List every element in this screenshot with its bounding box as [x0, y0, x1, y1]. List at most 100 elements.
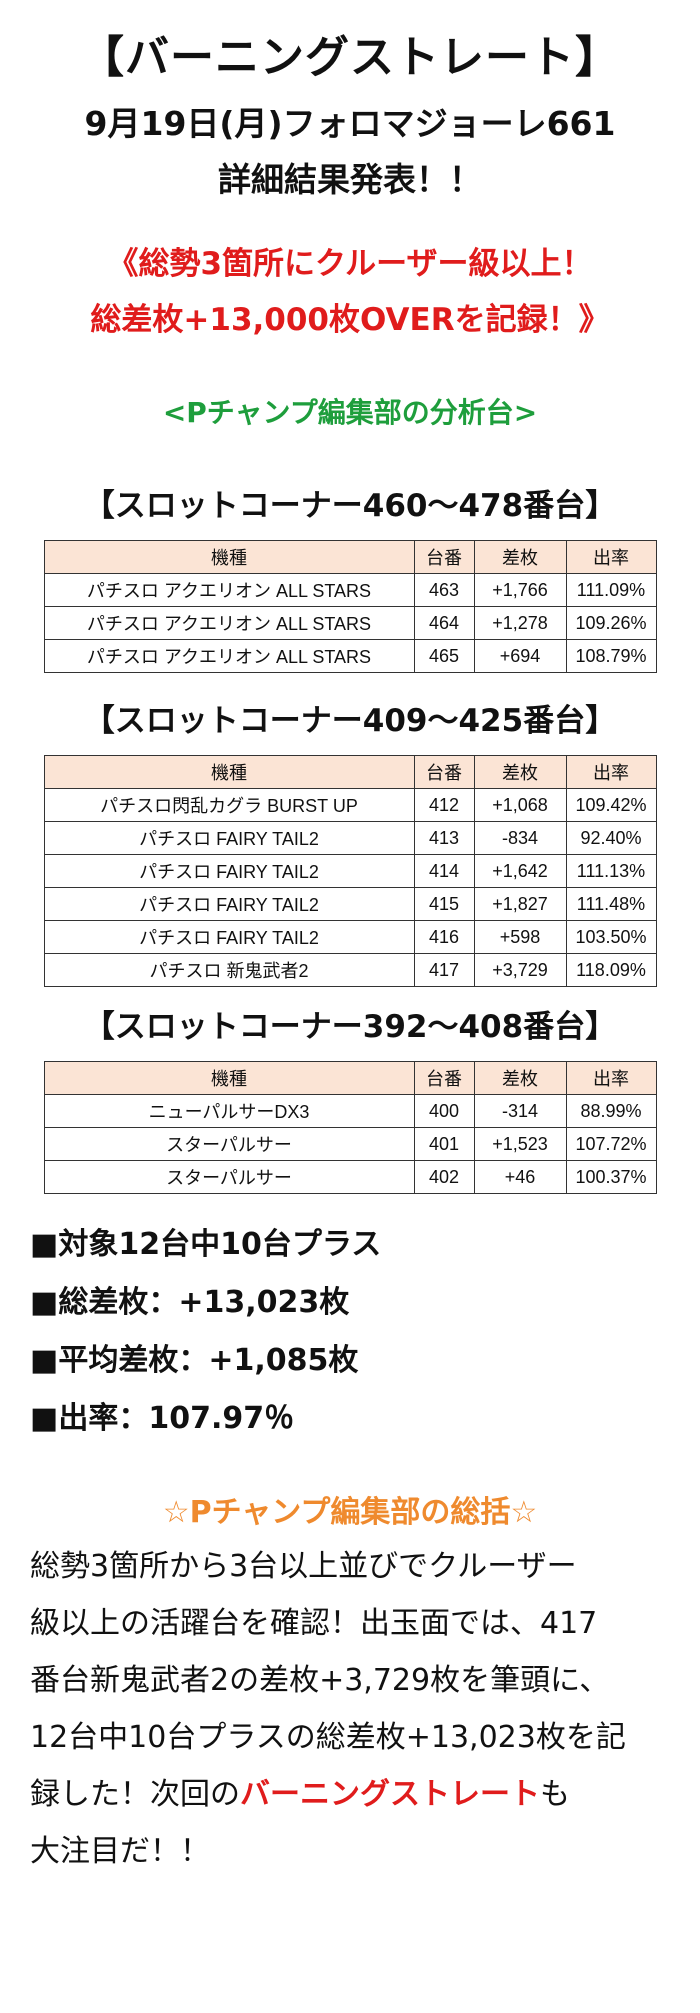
table-row: パチスロ アクエリオン ALL STARS 463 +1,766 111.09% — [43, 573, 657, 607]
col-diff: 差枚 — [473, 755, 567, 789]
summary-line: 12台中10台プラスの総差枚+13,023枚を記 — [30, 1720, 626, 1755]
payout-rate: 107.72% — [565, 1127, 657, 1161]
payout-rate: 92.40% — [565, 821, 657, 855]
summary-line: 録した！次回のバーニングストレートも — [30, 1766, 680, 1823]
payout-rate: 100.37% — [565, 1160, 657, 1194]
table-row: パチスロ FAIRY TAIL2 416 +598 103.50% — [43, 920, 657, 954]
table-row: パチスロ 新鬼武者2 417 +3,729 118.09% — [43, 953, 657, 987]
machine-name: パチスロ アクエリオン ALL STARS — [43, 606, 415, 640]
col-number: 台番 — [413, 540, 475, 574]
machine-name: パチスロ FAIRY TAIL2 — [43, 854, 415, 888]
summary-title: ☆Pチャンプ編集部の総括☆ — [162, 1495, 538, 1530]
table-row: スターパルサー 402 +46 100.37% — [43, 1160, 657, 1194]
machine-name: スターパルサー — [43, 1160, 415, 1194]
machine-number: 417 — [413, 953, 475, 987]
coin-diff: +1,278 — [473, 606, 567, 640]
coin-diff: -834 — [473, 821, 567, 855]
col-rate: 出率 — [565, 540, 657, 574]
machine-number: 413 — [413, 821, 475, 855]
table-row: パチスロ閃乱カグラ BURST UP 412 +1,068 109.42% — [43, 788, 657, 822]
col-diff: 差枚 — [473, 1061, 567, 1095]
payout-rate: 108.79% — [565, 639, 657, 673]
machine-number: 465 — [413, 639, 475, 673]
stat-payout-rate: ■出率：107.97％ — [30, 1401, 295, 1436]
section-title-409-425: 【スロットコーナー409～425番台】 — [83, 703, 617, 739]
col-machine: 機種 — [43, 755, 415, 789]
coin-diff: +1,827 — [473, 887, 567, 921]
machine-number: 415 — [413, 887, 475, 921]
payout-rate: 109.26% — [565, 606, 657, 640]
payout-rate: 118.09% — [565, 953, 657, 987]
coin-diff: +46 — [473, 1160, 567, 1194]
machine-number: 412 — [413, 788, 475, 822]
machine-number: 401 — [413, 1127, 475, 1161]
coin-diff: +1,523 — [473, 1127, 567, 1161]
summary-highlight: バーニングストレート — [240, 1777, 540, 1812]
stat-plus-count: ■対象12台中10台プラス — [30, 1227, 382, 1262]
table-row: パチスロ アクエリオン ALL STARS 465 +694 108.79% — [43, 639, 657, 673]
summary-text-pre: 録した！次回の — [30, 1777, 240, 1812]
machine-name: パチスロ 新鬼武者2 — [43, 953, 415, 987]
payout-rate: 88.99% — [565, 1094, 657, 1128]
headline-line-2: 総差枚+13,000枚OVERを記録！》 — [90, 302, 610, 338]
payout-rate: 111.13% — [565, 854, 657, 888]
table-header-row: 機種 台番 差枚 出率 — [43, 755, 657, 789]
table-row: パチスロ FAIRY TAIL2 414 +1,642 111.13% — [43, 854, 657, 888]
payout-rate: 109.42% — [565, 788, 657, 822]
machine-name: パチスロ アクエリオン ALL STARS — [43, 573, 415, 607]
col-number: 台番 — [413, 1061, 475, 1095]
summary-line: 総勢3箇所から3台以上並びでクルーザー — [30, 1549, 577, 1584]
stat-total-diff: ■総差枚：+13,023枚 — [30, 1285, 350, 1320]
machine-name: パチスロ FAIRY TAIL2 — [43, 887, 415, 921]
coin-diff: +598 — [473, 920, 567, 954]
stats-block: ■対象12台中10台プラス ■総差枚：+13,023枚 ■平均差枚：+1,085… — [30, 1216, 700, 1448]
machine-number: 400 — [413, 1094, 475, 1128]
table-row: パチスロ FAIRY TAIL2 415 +1,827 111.48% — [43, 887, 657, 921]
col-diff: 差枚 — [473, 540, 567, 574]
table-row: パチスロ FAIRY TAIL2 413 -834 92.40% — [43, 821, 657, 855]
coin-diff: -314 — [473, 1094, 567, 1128]
results-table-409-425: 機種 台番 差枚 出率 パチスロ閃乱カグラ BURST UP 412 +1,06… — [43, 755, 657, 987]
payout-rate: 103.50% — [565, 920, 657, 954]
machine-name: パチスロ閃乱カグラ BURST UP — [43, 788, 415, 822]
event-subtitle: 9月19日(月)フォロマジョーレ661 — [84, 104, 616, 143]
summary-line: 級以上の活躍台を確認！出玉面では、417 — [30, 1606, 598, 1641]
summary-text-post: も — [540, 1777, 570, 1812]
headline-line-1: 《総勢3箇所にクルーザー級以上！ — [107, 246, 593, 282]
results-table-392-408: 機種 台番 差枚 出率 ニューパルサーDX3 400 -314 88.99% ス… — [43, 1061, 657, 1194]
table-row: スターパルサー 401 +1,523 107.72% — [43, 1127, 657, 1161]
section-title-460-478: 【スロットコーナー460～478番台】 — [83, 488, 617, 524]
table-row: ニューパルサーDX3 400 -314 88.99% — [43, 1094, 657, 1128]
coin-diff: +1,068 — [473, 788, 567, 822]
page-title: 【バーニングストレート】 — [80, 32, 620, 83]
summary-text: 総勢3箇所から3台以上並びでクルーザー 級以上の活躍台を確認！出玉面では、417… — [30, 1538, 680, 1880]
coin-diff: +1,766 — [473, 573, 567, 607]
machine-name: スターパルサー — [43, 1127, 415, 1161]
col-machine: 機種 — [43, 1061, 415, 1095]
machine-number: 463 — [413, 573, 475, 607]
payout-rate: 111.48% — [565, 887, 657, 921]
machine-name: パチスロ アクエリオン ALL STARS — [43, 639, 415, 673]
machine-name: ニューパルサーDX3 — [43, 1094, 415, 1128]
table-row: パチスロ アクエリオン ALL STARS 464 +1,278 109.26% — [43, 606, 657, 640]
col-rate: 出率 — [565, 1061, 657, 1095]
analysis-label: <Pチャンプ編集部の分析台> — [162, 396, 538, 429]
coin-diff: +3,729 — [473, 953, 567, 987]
coin-diff: +1,642 — [473, 854, 567, 888]
results-table-460-478: 機種 台番 差枚 出率 パチスロ アクエリオン ALL STARS 463 +1… — [43, 540, 657, 673]
machine-name: パチスロ FAIRY TAIL2 — [43, 821, 415, 855]
machine-name: パチスロ FAIRY TAIL2 — [43, 920, 415, 954]
table-header-row: 機種 台番 差枚 出率 — [43, 540, 657, 574]
headline: 《総勢3箇所にクルーザー級以上！ 総差枚+13,000枚OVERを記録！》 — [0, 236, 700, 348]
machine-number: 464 — [413, 606, 475, 640]
summary-line: 大注目だ！！ — [30, 1834, 210, 1869]
payout-rate: 111.09% — [565, 573, 657, 607]
col-machine: 機種 — [43, 540, 415, 574]
coin-diff: +694 — [473, 639, 567, 673]
results-announcement: 詳細結果発表！！ — [218, 160, 482, 199]
col-rate: 出率 — [565, 755, 657, 789]
stat-average-diff: ■平均差枚：+1,085枚 — [30, 1343, 359, 1378]
col-number: 台番 — [413, 755, 475, 789]
machine-number: 402 — [413, 1160, 475, 1194]
